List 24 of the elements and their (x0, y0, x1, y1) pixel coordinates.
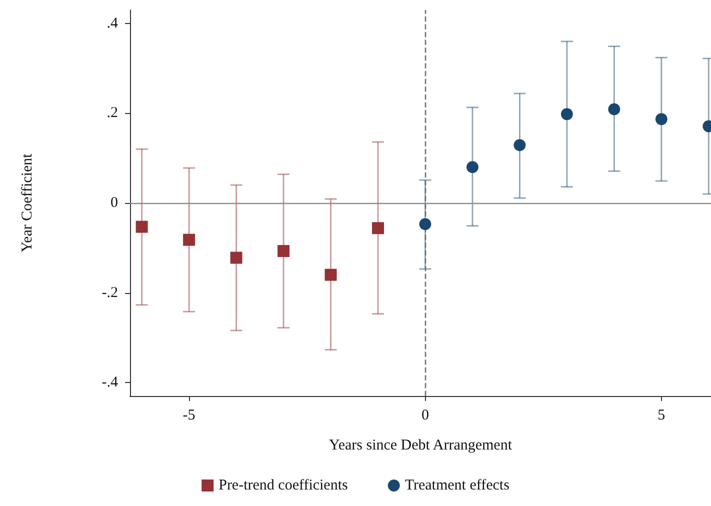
legend-label: Treatment effects (404, 478, 510, 494)
x-tick-label: 0 (421, 408, 429, 424)
x-tick-label: 5 (658, 408, 666, 424)
point (183, 234, 196, 246)
point (655, 113, 668, 126)
y-tick-label: -.4 (102, 374, 118, 391)
point (514, 139, 526, 152)
point (372, 222, 384, 234)
point (324, 268, 337, 281)
x-tick-label: -5 (182, 408, 196, 424)
legend-label: Pre-trend coefficients (218, 478, 348, 494)
point (230, 252, 242, 264)
y-tick-label: 0 (110, 195, 118, 211)
point (608, 103, 620, 116)
y-axis-title: Year Coefficient (20, 152, 36, 252)
point (136, 220, 148, 233)
point (419, 218, 432, 230)
y-tick-label: .4 (106, 15, 118, 32)
point (466, 161, 478, 174)
point (560, 108, 573, 120)
y-tick-label: -.2 (102, 284, 118, 301)
point (278, 245, 290, 258)
y-tick-label: .2 (106, 105, 118, 122)
x-axis-title: Years since Debt Arrangement (328, 438, 513, 454)
